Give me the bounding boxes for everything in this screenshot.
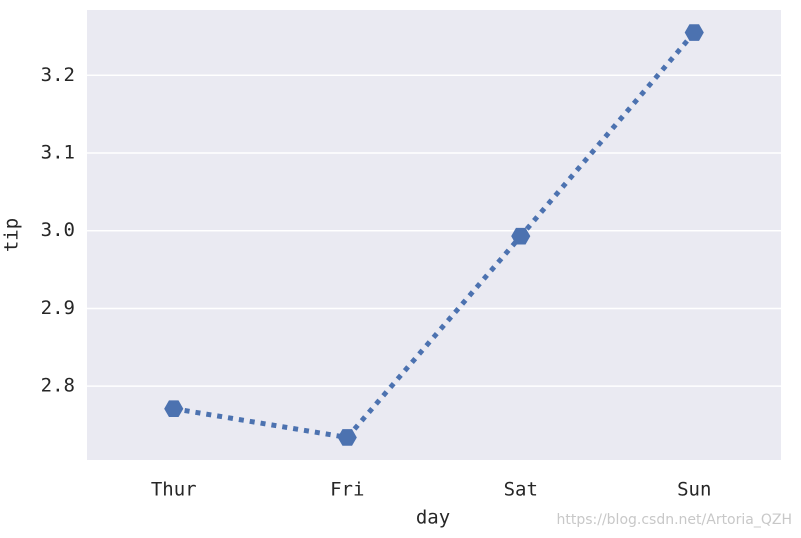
line: [173, 30, 697, 441]
watermark: https://blog.csdn.net/Artoria_QZH: [556, 512, 792, 528]
x-tick-label: Sun: [677, 479, 711, 501]
x-tick-label: Sat: [504, 479, 538, 501]
y-tick-label: 3.1: [41, 142, 75, 164]
x-axis-label: day: [416, 507, 450, 529]
y-tick-label: 3.2: [41, 64, 75, 86]
x-tick-label: Thur: [151, 479, 197, 501]
marker: [337, 429, 357, 446]
marker: [164, 400, 184, 417]
y-axis-label: tip: [1, 218, 23, 252]
y-tick-label: 3.0: [41, 219, 75, 241]
plot-area: [87, 10, 781, 460]
y-tick-label: 2.9: [41, 297, 75, 319]
marker: [684, 24, 704, 41]
marker: [511, 227, 531, 245]
x-tick-label: Fri: [330, 479, 364, 501]
y-tick-label: 2.8: [41, 375, 75, 397]
